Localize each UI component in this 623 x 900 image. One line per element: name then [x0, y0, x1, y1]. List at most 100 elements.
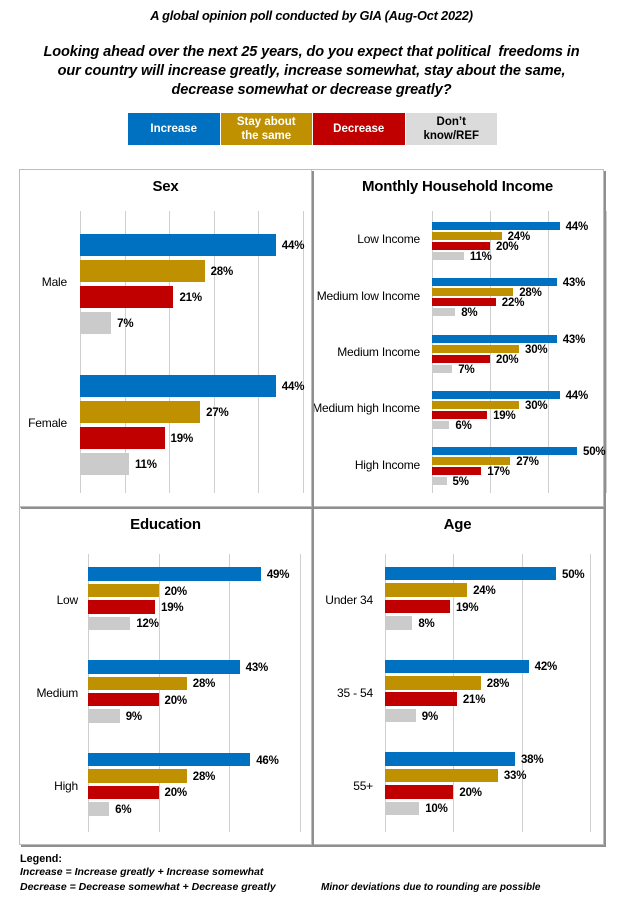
- panel-sex: Sex Male 44% 28% 21% 7% Female 44% 27% 19% 11%: [19, 169, 312, 507]
- value-label-male-increase: 44%: [281, 239, 305, 252]
- value-label-35-54-stay-about-the-same: 28%: [486, 677, 510, 690]
- bar-under-34-stay-about-the-same: [385, 583, 468, 597]
- bar-female-stay-about-the-same: [80, 400, 201, 423]
- bar-male-don-t-know-ref: [80, 311, 112, 334]
- bar-medium-high-income-decrease: [432, 410, 488, 419]
- bar-medium-low-income-decrease: [432, 298, 496, 307]
- value-label-high-don-t-know-ref: 6%: [115, 803, 132, 816]
- panel-title-sex: Sex: [152, 178, 179, 195]
- value-label-35-54-decrease: 21%: [462, 694, 486, 707]
- value-label-low-increase: 49%: [266, 569, 290, 582]
- value-label-low-don-t-know-ref: 12%: [136, 618, 159, 631]
- value-label-medium-high-income-stay-about-the-same: 30%: [525, 399, 548, 412]
- bar-medium-low-income-increase: [432, 278, 557, 287]
- value-label-medium-income-don-t-know-ref: 7%: [458, 363, 475, 376]
- gridline-40: [548, 211, 549, 493]
- legend-item-label: the same: [241, 130, 292, 142]
- value-label-medium-high-income-decrease: 19%: [493, 409, 516, 422]
- legend-item-label: Stay about: [236, 116, 296, 128]
- value-label-female-stay-about-the-same: 27%: [206, 406, 229, 419]
- bar-medium-high-income-don-t-know-ref: [432, 420, 450, 429]
- value-label-low-income-increase: 44%: [565, 220, 589, 233]
- value-label-medium-high-income-don-t-know-ref: 6%: [455, 419, 472, 432]
- bar-male-stay-about-the-same: [80, 259, 205, 282]
- survey-question-line-1: Looking ahead over the next 25 years, do…: [43, 44, 580, 60]
- gridline-40: [229, 554, 231, 832]
- value-label-55-increase: 38%: [520, 754, 544, 767]
- bar-35-54-stay-about-the-same: [385, 676, 481, 690]
- footer-legend-line-decrease: Decrease = Decrease somewhat + Decrease …: [20, 881, 276, 893]
- value-label-female-increase: 44%: [281, 380, 305, 393]
- category-label-55: 55+: [353, 778, 373, 793]
- value-label-high-increase: 46%: [256, 754, 279, 767]
- value-label-high-stay-about-the-same: 28%: [192, 770, 216, 783]
- bar-female-decrease: [80, 426, 165, 449]
- panel-education: Education Low 49% 20% 19% 12% Medium 43% 28% 20% 9…: [19, 507, 312, 845]
- bar-low-income-stay-about-the-same: [432, 231, 502, 240]
- value-label-high-income-don-t-know-ref: 5%: [452, 476, 469, 489]
- gridline-0: [80, 211, 81, 493]
- value-label-medium-increase: 43%: [245, 661, 269, 674]
- gridline-60: [590, 554, 592, 832]
- bar-high-increase: [88, 752, 251, 767]
- category-label-medium: Medium: [36, 686, 79, 700]
- bar-low-decrease: [88, 600, 155, 614]
- bar-under-34-increase: [385, 566, 556, 581]
- footer-legend-heading: Legend:: [20, 853, 62, 865]
- value-label-55-decrease: 20%: [459, 786, 482, 799]
- value-label-medium-low-income-don-t-know-ref: 8%: [461, 307, 478, 320]
- bar-medium-income-decrease: [432, 354, 490, 363]
- bar-male-decrease: [80, 285, 174, 308]
- survey-question-line-2: our country will increase greatly, incre…: [57, 63, 566, 79]
- value-label-medium-don-t-know-ref: 9%: [125, 711, 142, 724]
- value-label-medium-high-income-increase: 44%: [565, 389, 589, 402]
- value-label-55-stay-about-the-same: 33%: [503, 770, 527, 783]
- bar-medium-low-income-stay-about-the-same: [432, 288, 514, 297]
- bar-low-don-t-know-ref: [88, 616, 131, 631]
- category-label-low: Low: [56, 593, 79, 608]
- bar-male-increase: [80, 233, 276, 256]
- bar-55-decrease: [385, 785, 454, 799]
- bar-35-54-increase: [385, 659, 529, 674]
- bar-medium-income-don-t-know-ref: [432, 364, 453, 373]
- value-label-medium-income-stay-about-the-same: 30%: [525, 343, 548, 356]
- category-label-medium-high-income: Medium high Income: [312, 401, 420, 416]
- bar-medium-high-income-stay-about-the-same: [432, 400, 519, 409]
- bar-medium-decrease: [88, 692, 159, 707]
- gridline-40: [258, 211, 259, 493]
- bar-55-don-t-know-ref: [385, 801, 420, 816]
- value-label-medium-decrease: 20%: [164, 694, 188, 707]
- value-label-medium-stay-about-the-same: 28%: [192, 678, 216, 691]
- bar-female-increase: [80, 374, 276, 397]
- bar-high-income-increase: [432, 447, 577, 456]
- bar-female-don-t-know-ref: [80, 452, 129, 475]
- bar-high-income-stay-about-the-same: [432, 457, 511, 466]
- legend-item-increase: Increase: [128, 113, 220, 145]
- bar-high-don-t-know-ref: [88, 802, 110, 816]
- value-label-high-income-decrease: 17%: [487, 466, 510, 479]
- bar-low-income-increase: [432, 221, 560, 230]
- bar-low-increase: [88, 567, 261, 581]
- value-label-low-decrease: 19%: [161, 602, 184, 615]
- value-label-male-decrease: 21%: [179, 291, 202, 304]
- value-label-55-don-t-know-ref: 10%: [425, 803, 448, 816]
- bar-under-34-don-t-know-ref: [385, 616, 413, 630]
- bar-medium-income-stay-about-the-same: [432, 344, 519, 353]
- category-label-male: Male: [41, 274, 67, 289]
- value-label-female-don-t-know-ref: 11%: [134, 458, 157, 471]
- category-label-35-54: 35 - 54: [337, 686, 373, 700]
- value-label-low-income-don-t-know-ref: 11%: [469, 250, 492, 263]
- bar-medium-income-increase: [432, 334, 557, 343]
- legend-item-don-t-know-ref: Don’t know/REF: [405, 113, 497, 145]
- panel-age: Age Under 34 50% 24% 19% 8% 35 - 54 42% 28% 21% 9%…: [311, 507, 604, 845]
- value-label-35-54-increase: 42%: [534, 661, 558, 674]
- value-label-under-34-increase: 50%: [562, 568, 585, 581]
- gridline-10: [124, 211, 126, 493]
- category-label-medium-income: Medium Income: [337, 345, 420, 359]
- value-label-35-54-don-t-know-ref: 9%: [421, 710, 438, 723]
- bar-55-increase: [385, 752, 515, 766]
- bar-low-income-don-t-know-ref: [432, 251, 464, 260]
- value-label-low-stay-about-the-same: 20%: [164, 585, 188, 598]
- panel-monthly-household-income: Monthly Household Income Low Income 44% 24%…: [311, 169, 607, 507]
